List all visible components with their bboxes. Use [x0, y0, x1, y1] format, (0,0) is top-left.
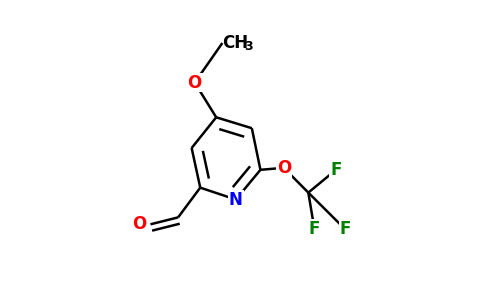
Text: F: F: [309, 220, 320, 238]
Text: O: O: [277, 159, 291, 177]
Text: N: N: [229, 190, 243, 208]
Text: 3: 3: [244, 40, 252, 53]
Text: O: O: [188, 74, 202, 92]
Text: O: O: [132, 215, 146, 233]
Text: CH: CH: [222, 34, 248, 52]
Text: F: F: [330, 161, 342, 179]
Text: F: F: [339, 220, 351, 238]
